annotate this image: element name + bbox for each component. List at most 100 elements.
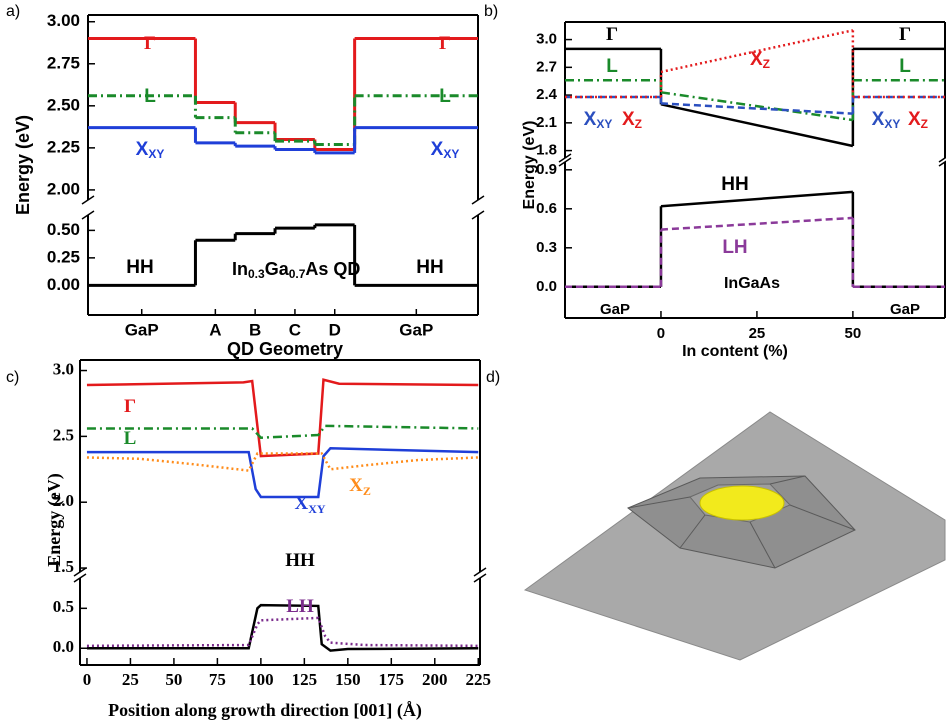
- y-tick-label: 2.5: [53, 425, 74, 444]
- series-name: L: [144, 86, 156, 107]
- series-name: HH: [126, 257, 153, 278]
- series-subscript: XY: [308, 502, 326, 516]
- series-name: Γ: [124, 396, 136, 417]
- series-name: X: [908, 109, 921, 130]
- annotation-subscript: 0.7: [289, 267, 306, 281]
- y-tick-label: 2.50: [47, 95, 80, 114]
- series-label: L: [144, 86, 156, 107]
- axis-break: [73, 567, 87, 577]
- annotation: In0.3Ga0.7As QD: [232, 259, 360, 281]
- x-tick-label: 75: [209, 670, 226, 689]
- annotation-text: In: [232, 259, 248, 279]
- y-tick-label: 0.00: [47, 275, 80, 294]
- y-tick-label: 0.9: [536, 161, 557, 178]
- series-label: HH: [126, 257, 153, 278]
- series-label: LH: [286, 596, 314, 617]
- series-line: [660, 216, 853, 231]
- y-tick-label: 2.0: [53, 491, 74, 510]
- edge: [789, 504, 856, 531]
- series-name: HH: [721, 174, 748, 195]
- x-axis-title: In content (%): [682, 343, 788, 360]
- x-tick-label: GaP: [399, 320, 433, 339]
- y-tick-label: 0.0: [536, 278, 557, 295]
- axis-break: [938, 156, 946, 163]
- series-subscript: XY: [148, 147, 164, 161]
- series-label: XXY: [431, 139, 460, 161]
- series-line: [86, 603, 479, 652]
- series-subscript: Z: [363, 484, 371, 498]
- series-name: LH: [722, 237, 747, 258]
- series-label: XXY: [136, 139, 165, 161]
- axis-break: [471, 195, 485, 205]
- series-name: X: [431, 139, 444, 160]
- series-subscript: XY: [596, 117, 612, 131]
- x-tick-label: 150: [335, 670, 361, 689]
- y-axis-title: Energy (eV): [44, 473, 65, 566]
- series-label: XXY: [872, 109, 901, 131]
- series-subscript: XY: [884, 117, 900, 131]
- x-tick-label: C: [289, 320, 301, 339]
- x-axis-title: QD Geometry: [227, 339, 343, 359]
- series-name: X: [294, 493, 308, 514]
- series-name: L: [606, 56, 618, 77]
- annotation-subscript: 0.3: [248, 267, 265, 281]
- y-tick-label: 3.0: [536, 31, 557, 48]
- series-subscript: Z: [635, 117, 642, 131]
- y-tick-label: 2.7: [536, 58, 557, 75]
- series-line: [660, 91, 854, 122]
- y-tick-label: 2.1: [536, 114, 557, 131]
- y-tick-label: 3.0: [53, 359, 74, 378]
- series-label: Γ: [144, 33, 156, 54]
- quantum-dot: [699, 485, 785, 521]
- y-tick-label: 2.25: [47, 137, 80, 156]
- series-line: [86, 424, 479, 439]
- y-tick-label: 3.00: [47, 11, 80, 30]
- series-name: L: [124, 428, 137, 449]
- series-name: X: [349, 475, 363, 496]
- series-name: X: [872, 109, 885, 130]
- series-label: HH: [721, 174, 748, 195]
- series-label: Γ: [899, 24, 911, 45]
- series-subscript: XY: [443, 147, 459, 161]
- series-label: L: [606, 56, 618, 77]
- series-label: XXY: [584, 109, 613, 131]
- y-tick-label: 1.8: [536, 142, 557, 159]
- series-name: LH: [286, 596, 314, 617]
- series-line: [660, 190, 853, 208]
- region-label: GaP: [600, 301, 630, 318]
- series-label: L: [439, 86, 451, 107]
- y-axis-title: Energy (eV): [13, 115, 33, 215]
- y-tick-label: 0.0: [53, 637, 74, 656]
- series-label: HH: [416, 257, 443, 278]
- series-name: X: [584, 109, 597, 130]
- series-label: XZ: [349, 475, 371, 497]
- axis-break: [558, 157, 572, 167]
- y-tick-label: 0.25: [47, 247, 80, 266]
- series-line: [660, 102, 853, 115]
- series-label: XXY: [294, 493, 325, 515]
- x-tick-label: 50: [845, 325, 862, 342]
- axis-break: [81, 195, 95, 205]
- series-name: Γ: [439, 33, 451, 54]
- axis-break: [81, 210, 95, 220]
- y-tick-label: 2.00: [47, 179, 80, 198]
- y-tick-label: 0.50: [47, 220, 80, 239]
- x-tick-label: 0: [657, 325, 665, 342]
- x-tick-label: 25: [122, 670, 139, 689]
- x-tick-label: 100: [248, 670, 274, 689]
- series-label: Γ: [124, 396, 136, 417]
- x-tick-label: B: [249, 320, 261, 339]
- series-label: Γ: [439, 33, 451, 54]
- region-label: GaP: [890, 301, 920, 318]
- series-line: [660, 103, 854, 148]
- series-label: L: [124, 428, 137, 449]
- y-tick-label: 2.75: [47, 53, 80, 72]
- x-tick-label: A: [209, 320, 221, 339]
- panel-label: c): [6, 369, 19, 386]
- y-tick-label: 0.5: [53, 597, 74, 616]
- y-tick-label: 0.3: [536, 239, 557, 256]
- x-tick-label: 200: [422, 670, 448, 689]
- panel: a) 2.00 2.25 2.50 2.75 3.00 0.00 0.25 0.50 Energy…: [6, 3, 485, 359]
